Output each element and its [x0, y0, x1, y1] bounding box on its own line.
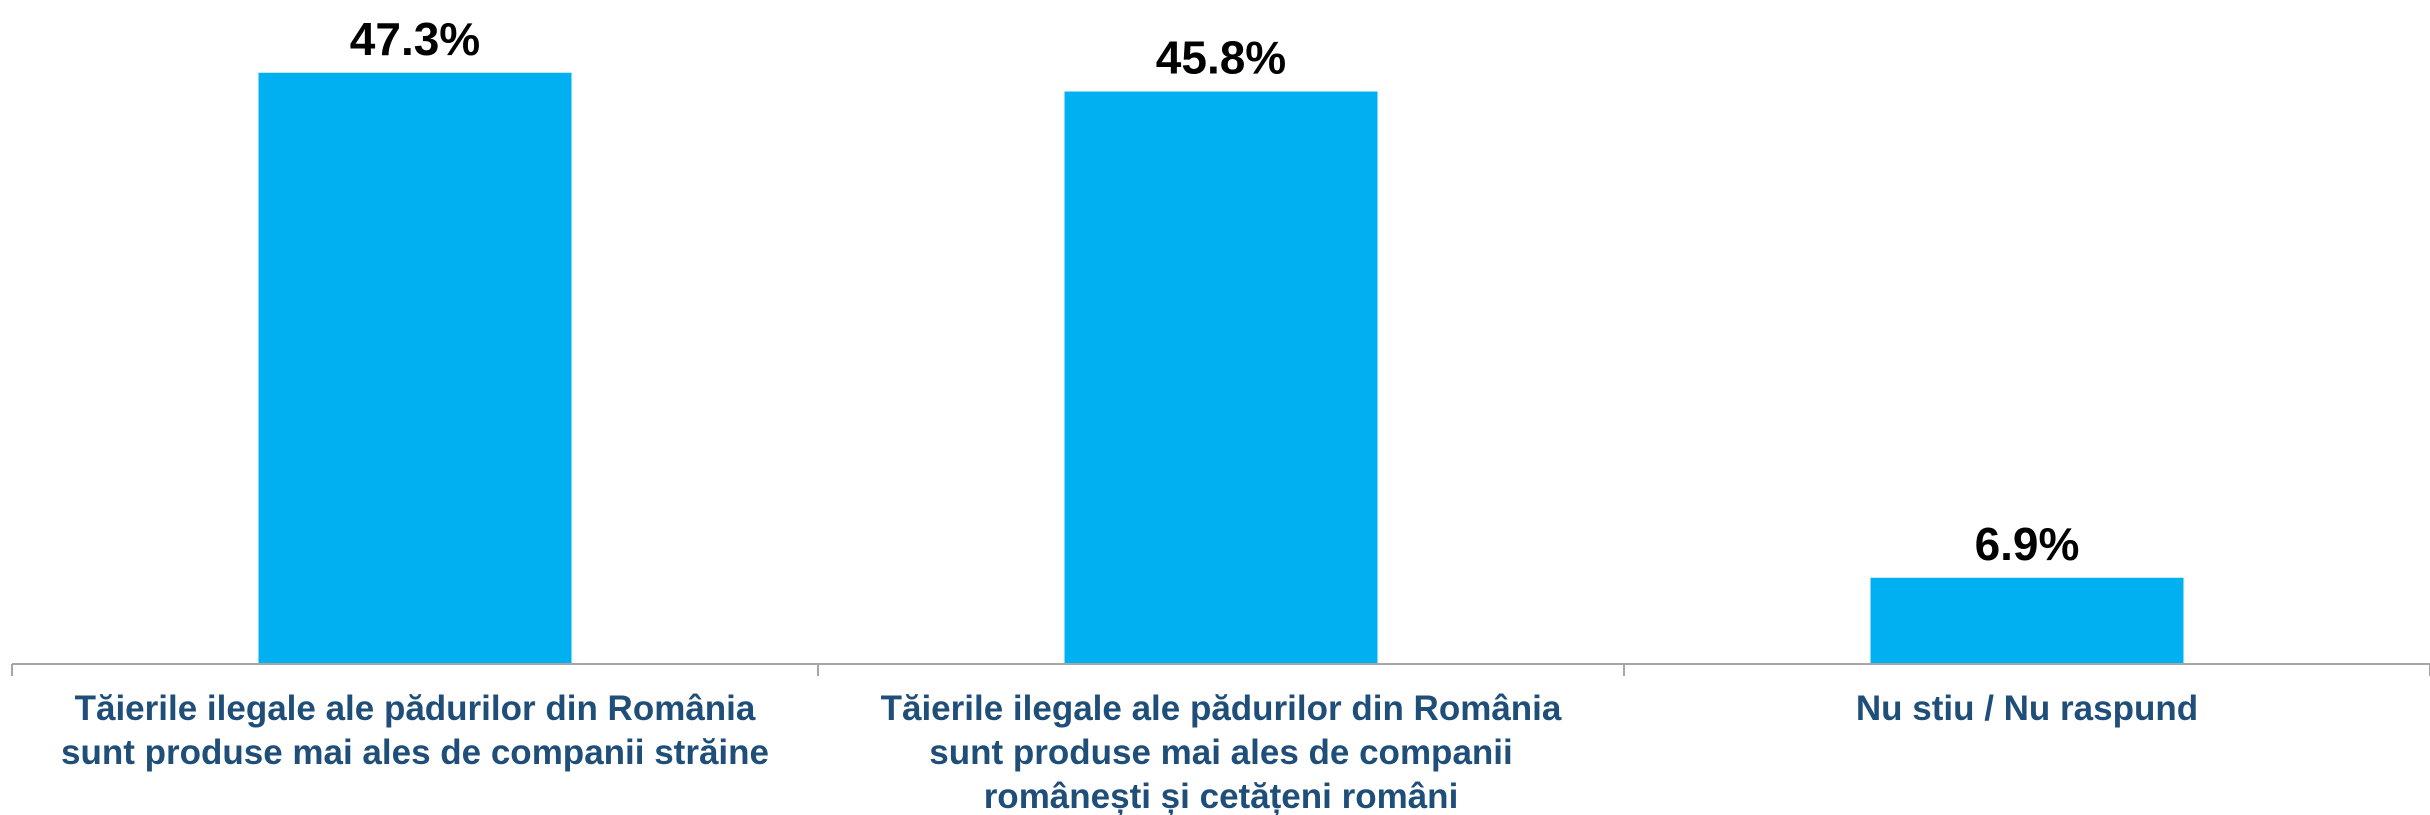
- bars-group: [258, 72, 2184, 664]
- bar-1: [258, 72, 572, 664]
- category-label-1: Tăierile ilegale ale pădurilor din Român…: [61, 689, 769, 772]
- category-label-line: Nu stiu / Nu raspund: [1856, 689, 2198, 728]
- category-label-2: Tăierile ilegale ale pădurilor din Român…: [881, 689, 1562, 815]
- value-label-1: 47.3%: [350, 13, 480, 65]
- category-labels-group: Tăierile ilegale ale pădurilor din Român…: [61, 689, 2198, 815]
- category-label-line: Tăierile ilegale ale pădurilor din Român…: [75, 689, 756, 728]
- category-label-line: sunt produse mai ales de companii: [929, 733, 1512, 772]
- value-label-2: 45.8%: [1156, 32, 1286, 84]
- bar-2: [1064, 91, 1378, 664]
- bar-3: [1870, 577, 2184, 664]
- value-labels-group: 47.3% 45.8% 6.9%: [350, 13, 2080, 570]
- category-label-line: românești și cetățeni români: [984, 777, 1459, 815]
- x-axis: [11, 663, 2430, 676]
- value-label-3: 6.9%: [1975, 518, 2080, 570]
- category-label-line: sunt produse mai ales de companii străin…: [61, 733, 769, 772]
- category-label-line: Tăierile ilegale ale pădurilor din Român…: [881, 689, 1562, 728]
- category-label-3: Nu stiu / Nu raspund: [1856, 689, 2198, 728]
